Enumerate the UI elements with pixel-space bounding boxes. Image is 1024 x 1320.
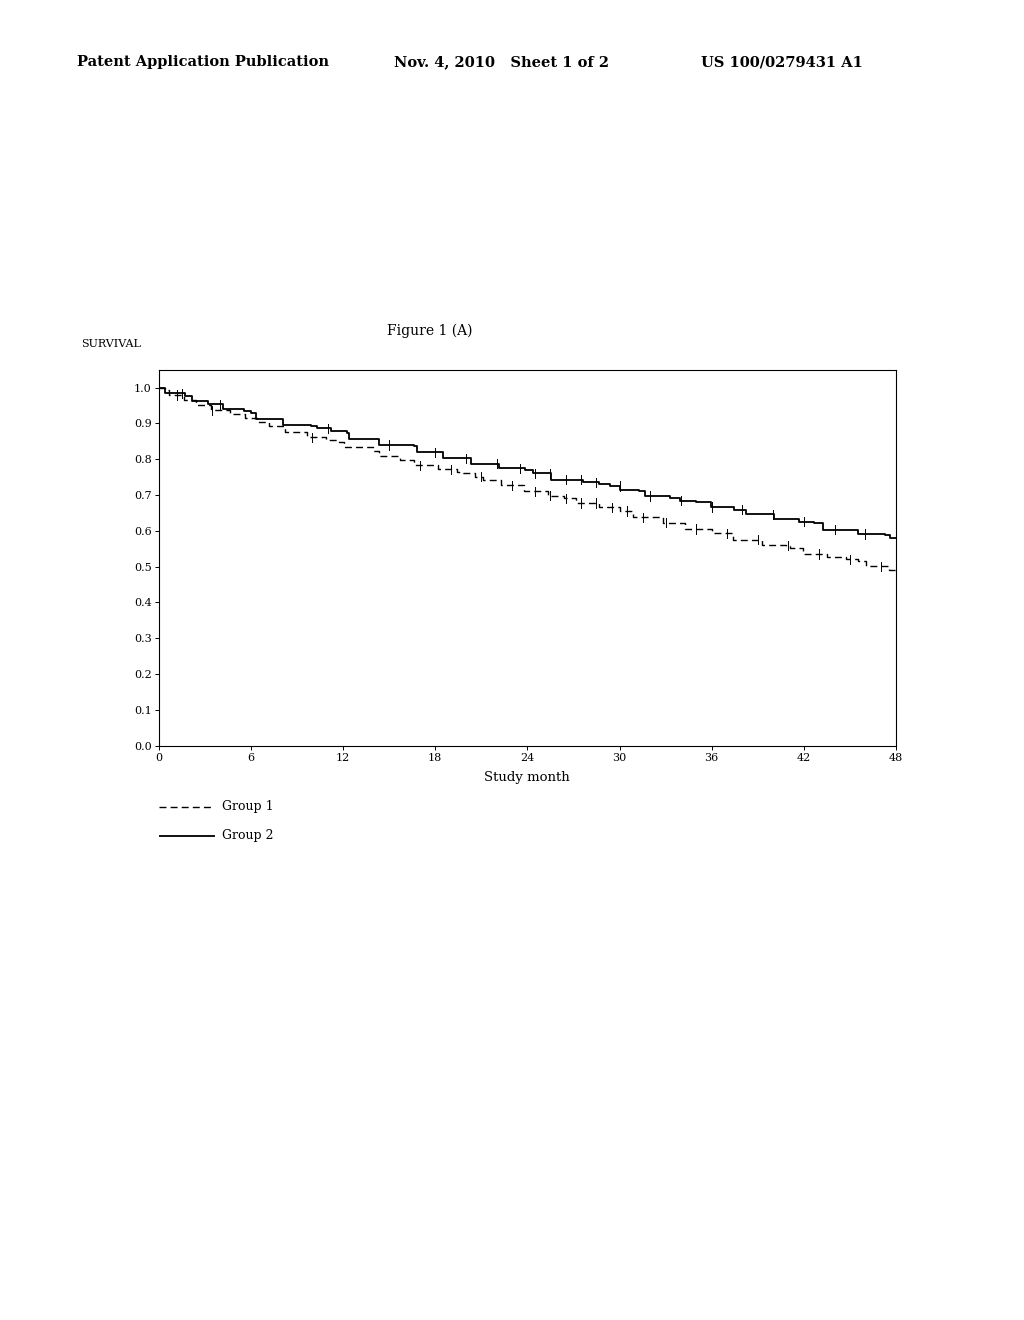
Line: Group 2: Group 2 [159, 388, 896, 539]
Group 1 [579, 495, 591, 511]
Group 2 [153, 380, 165, 396]
Group 2 [420, 445, 432, 461]
Text: Patent Application Publication: Patent Application Publication [77, 55, 329, 70]
Group 1 [884, 562, 896, 578]
Group 1 [890, 562, 902, 578]
Group 2 [412, 445, 424, 461]
Group 1 [153, 380, 165, 396]
Group 2 [660, 488, 673, 504]
Group 2 [514, 461, 526, 477]
Text: US 100/0279431 A1: US 100/0279431 A1 [701, 55, 863, 70]
Group 1 [458, 465, 470, 480]
Text: Group 2: Group 2 [222, 829, 273, 842]
Group 1 [489, 473, 502, 488]
Group 2 [890, 531, 902, 546]
Group 2 [386, 437, 398, 453]
Line: Group 1: Group 1 [159, 388, 896, 570]
Text: Study month: Study month [484, 771, 570, 784]
Text: Nov. 4, 2010   Sheet 1 of 2: Nov. 4, 2010 Sheet 1 of 2 [394, 55, 609, 70]
Group 1 [628, 510, 640, 525]
Text: SURVIVAL: SURVIVAL [81, 339, 141, 348]
Text: Figure 1 (A): Figure 1 (A) [387, 323, 473, 338]
Group 1 [170, 387, 182, 403]
Group 2 [885, 531, 897, 546]
Group 2 [831, 521, 844, 537]
Group 1 [720, 525, 732, 541]
Text: Group 1: Group 1 [222, 800, 273, 813]
